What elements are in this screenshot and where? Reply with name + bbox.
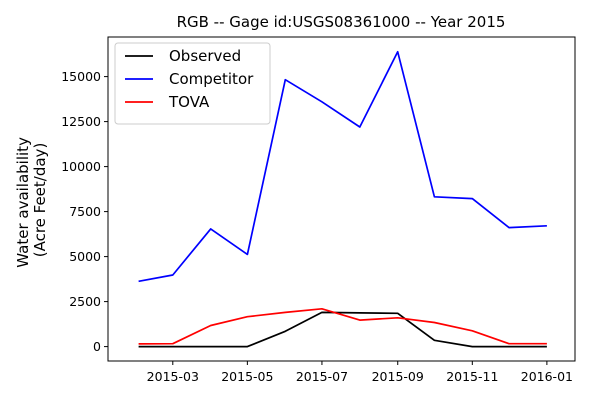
legend-box [114, 42, 271, 125]
axes-layer: 2015-03 2015-05 2015-07 2015-09 2015-11 2016-… [61, 36, 576, 384]
y-tick-label: 5000 [69, 249, 101, 264]
y-tick-label: 12500 [61, 114, 101, 129]
x-tick-label: 2015-07 [296, 369, 348, 384]
y-axis-label-line-2: (Acre Feet/day) [31, 143, 49, 258]
plot-frame [107, 36, 576, 362]
x-tick-label: 2016-01 [521, 369, 573, 384]
y-axis-label-line-1: Water availability [14, 137, 32, 268]
legend-label-competitor: Competitor [169, 70, 254, 88]
series-line-tova [138, 307, 547, 345]
x-tick-label: 2015-05 [221, 369, 273, 384]
y-axis-label: Water availability (Acre Feet/day) [14, 132, 49, 267]
y-tick-label: 7500 [69, 204, 101, 219]
legend-label-observed: Observed [169, 47, 241, 65]
series-layer [138, 50, 547, 348]
y-tick-label: 10000 [61, 159, 101, 174]
x-tick-label: 2015-03 [147, 369, 199, 384]
series-line-observed [138, 311, 547, 348]
y-tick-label: 0 [93, 339, 101, 354]
y-tick-label: 2500 [69, 294, 101, 309]
series-line-competitor [138, 50, 547, 283]
x-tick-label: 2015-11 [446, 369, 498, 384]
x-tick-label: 2015-09 [372, 369, 424, 384]
legend-label-tova: TOVA [168, 93, 210, 111]
chart-title: RGB -- Gage id:USGS08361000 -- Year 2015 [177, 13, 506, 31]
legend: Observed Competitor TOVA [114, 42, 271, 125]
y-tick-label: 15000 [61, 69, 101, 84]
